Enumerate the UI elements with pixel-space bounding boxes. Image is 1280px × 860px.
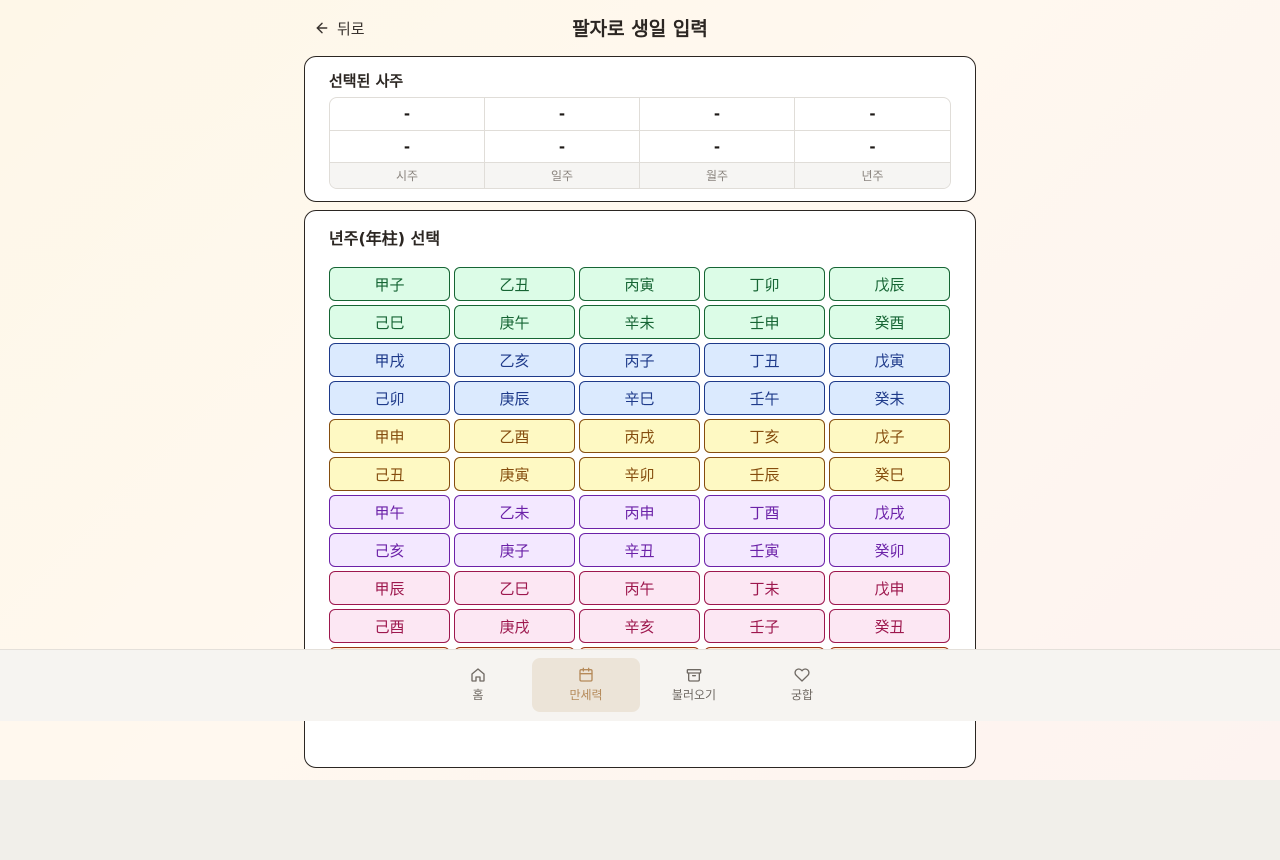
selected-saju-card: 선택된 사주 - - - - - - - - 시주 일주 월주 년주 (304, 56, 976, 202)
ganji-button[interactable]: 辛亥 (579, 609, 700, 643)
ganji-button[interactable]: 庚子 (454, 533, 575, 567)
month-stem: - (640, 98, 795, 131)
ganji-button[interactable]: 丙申 (579, 495, 700, 529)
ganji-button[interactable]: 己酉 (329, 609, 450, 643)
ganji-button[interactable]: 己巳 (329, 305, 450, 339)
page-title: 팔자로 생일 입력 (572, 18, 708, 40)
ganji-button[interactable]: 甲戌 (329, 343, 450, 377)
ganji-button[interactable]: 甲午 (329, 495, 450, 529)
ganji-button[interactable]: 己卯 (329, 381, 450, 415)
ganji-button[interactable]: 乙亥 (454, 343, 575, 377)
ganji-button[interactable]: 壬午 (704, 381, 825, 415)
ganji-button[interactable]: 甲辰 (329, 571, 450, 605)
ganji-button[interactable]: 癸丑 (829, 609, 950, 643)
ganji-button[interactable]: 甲子 (329, 267, 450, 301)
ganji-grid: 甲子 乙丑 丙寅 丁卯 戊辰己巳 庚午 辛未 壬申 癸酉甲戌 乙亥 丙子 丁丑 戊寅己卯 庚辰 辛巳 壬午 癸未… (329, 267, 951, 719)
hour-branch: - (330, 131, 485, 163)
ganji-button[interactable]: 丁酉 (704, 495, 825, 529)
year-branch: - (795, 131, 950, 163)
ganji-button[interactable]: 己丑 (329, 457, 450, 491)
ganji-button[interactable]: 己亥 (329, 533, 450, 567)
ganji-button[interactable]: 戊子 (829, 419, 950, 453)
ganji-button[interactable]: 甲申 (329, 419, 450, 453)
ganji-button[interactable]: 乙巳 (454, 571, 575, 605)
ganji-button[interactable]: 丁未 (704, 571, 825, 605)
ganji-button[interactable]: 庚辰 (454, 381, 575, 415)
ganji-button[interactable]: 癸未 (829, 381, 950, 415)
ganji-button[interactable]: 戊戌 (829, 495, 950, 529)
ganji-button[interactable]: 辛卯 (579, 457, 700, 491)
ganji-button[interactable]: 乙丑 (454, 267, 575, 301)
ganji-button[interactable]: 丁亥 (704, 419, 825, 453)
year-pillar-label: 년주 (795, 163, 950, 188)
ganji-button[interactable]: 丙午 (579, 571, 700, 605)
saju-table: - - - - - - - - 시주 일주 월주 년주 (329, 97, 951, 189)
ganji-button[interactable]: 壬申 (704, 305, 825, 339)
nav-compatibility-label: 궁합 (790, 688, 814, 702)
month-pillar-label: 월주 (640, 163, 795, 188)
hour-stem: - (330, 98, 485, 131)
nav-load[interactable]: 불러오기 (640, 658, 748, 712)
ganji-button[interactable]: 癸卯 (829, 533, 950, 567)
day-branch: - (485, 131, 640, 163)
ganji-button[interactable]: 乙酉 (454, 419, 575, 453)
nav-home-label: 홈 (472, 688, 484, 702)
ganji-button[interactable]: 辛巳 (579, 381, 700, 415)
nav-calendar-label: 만세력 (569, 688, 603, 702)
ganji-button[interactable]: 癸酉 (829, 305, 950, 339)
ganji-button[interactable]: 辛未 (579, 305, 700, 339)
ganji-button[interactable]: 壬辰 (704, 457, 825, 491)
ganji-button[interactable]: 庚午 (454, 305, 575, 339)
year-pillar-title: 년주(年柱) 선택 (329, 229, 441, 248)
ganji-button[interactable]: 乙未 (454, 495, 575, 529)
ganji-button[interactable]: 庚寅 (454, 457, 575, 491)
hour-pillar-label: 시주 (330, 163, 485, 188)
arrow-left-icon (316, 22, 328, 34)
ganji-button[interactable]: 戊申 (829, 571, 950, 605)
nav-home[interactable]: 홈 (424, 658, 532, 712)
ganji-button[interactable]: 辛丑 (579, 533, 700, 567)
calendar-icon (579, 667, 593, 682)
ganji-button[interactable]: 丙子 (579, 343, 700, 377)
ganji-button[interactable]: 丙戌 (579, 419, 700, 453)
archive-icon (686, 669, 702, 682)
ganji-button[interactable]: 戊辰 (829, 267, 950, 301)
year-stem: - (795, 98, 950, 131)
heart-icon (794, 668, 810, 682)
month-branch: - (640, 131, 795, 163)
bottom-navigation: 홈 만세력 불러오기 궁합 (0, 649, 1280, 721)
day-stem: - (485, 98, 640, 131)
nav-calendar[interactable]: 만세력 (532, 658, 640, 712)
ganji-button[interactable]: 癸巳 (829, 457, 950, 491)
ganji-button[interactable]: 丁丑 (704, 343, 825, 377)
ganji-button[interactable]: 壬子 (704, 609, 825, 643)
selected-saju-title: 선택된 사주 (329, 72, 404, 90)
ganji-button[interactable]: 丁卯 (704, 267, 825, 301)
page-header: 뒤로 팔자로 생일 입력 (304, 10, 976, 46)
home-icon (471, 668, 485, 682)
ganji-button[interactable]: 壬寅 (704, 533, 825, 567)
back-button[interactable]: 뒤로 (314, 16, 365, 40)
ganji-button[interactable]: 丙寅 (579, 267, 700, 301)
day-pillar-label: 일주 (485, 163, 640, 188)
back-button-label: 뒤로 (337, 19, 365, 38)
ganji-button[interactable]: 庚戌 (454, 609, 575, 643)
ganji-button[interactable]: 戊寅 (829, 343, 950, 377)
nav-compatibility[interactable]: 궁합 (748, 658, 856, 712)
nav-load-label: 불러오기 (671, 688, 717, 702)
